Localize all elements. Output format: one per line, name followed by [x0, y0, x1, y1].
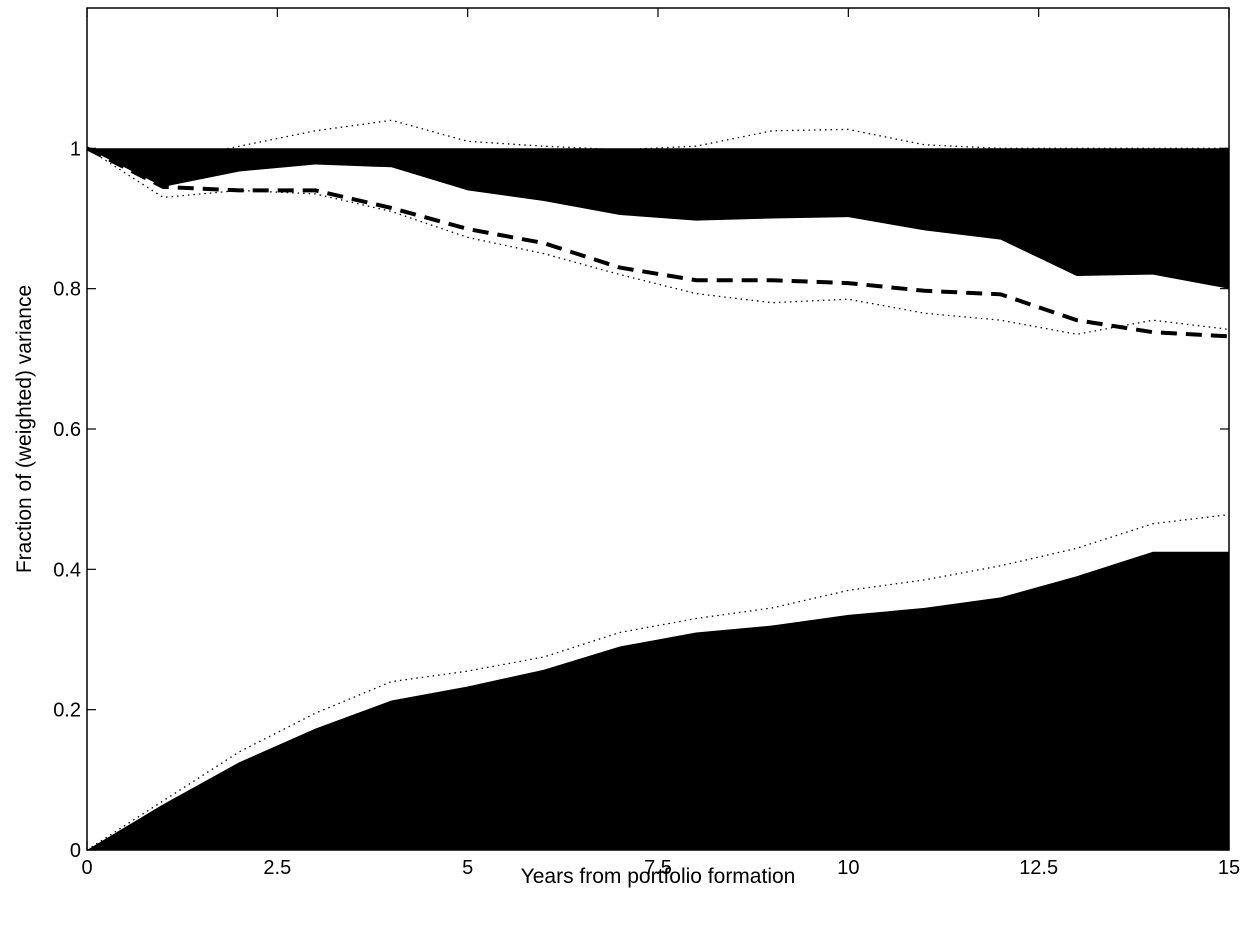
x-axis-label: Years from portfolio formation: [521, 865, 796, 888]
series-3-line: [86, 146, 1230, 339]
x-tick-label-0: 0: [81, 857, 92, 879]
x-tick-label-2: 5: [462, 857, 473, 879]
y-tick-label-4: 0.8: [53, 279, 81, 301]
series-2-area: [87, 148, 1229, 289]
series-1-line: [86, 513, 1230, 851]
x-tick-label-4: 10: [837, 857, 859, 879]
y-tick-label-0: 0: [70, 840, 81, 862]
x-tick-label-1: 2.5: [263, 857, 291, 879]
y-axis-label: Fraction of (weighted) variance: [13, 285, 36, 573]
series-5-line: [86, 119, 1229, 164]
x-tick-label-5: 12.5: [1019, 857, 1058, 879]
tick-layer: 0 2.5 5 7.5 10 12.5 15 0 0.2 0.4 0.6 0.8 1: [53, 8, 1240, 879]
x-tick-label-3: 7.5: [644, 857, 672, 879]
y-tick-label-1: 0.2: [53, 700, 81, 722]
x-tick-label-6: 15: [1218, 857, 1240, 879]
y-tick-label-5: 1: [70, 138, 81, 160]
y-tick-label-3: 0.6: [53, 419, 81, 441]
series-0-area: [87, 551, 1229, 850]
series-layer: [86, 119, 1230, 851]
y-tick-label-2: 0.4: [53, 559, 81, 581]
